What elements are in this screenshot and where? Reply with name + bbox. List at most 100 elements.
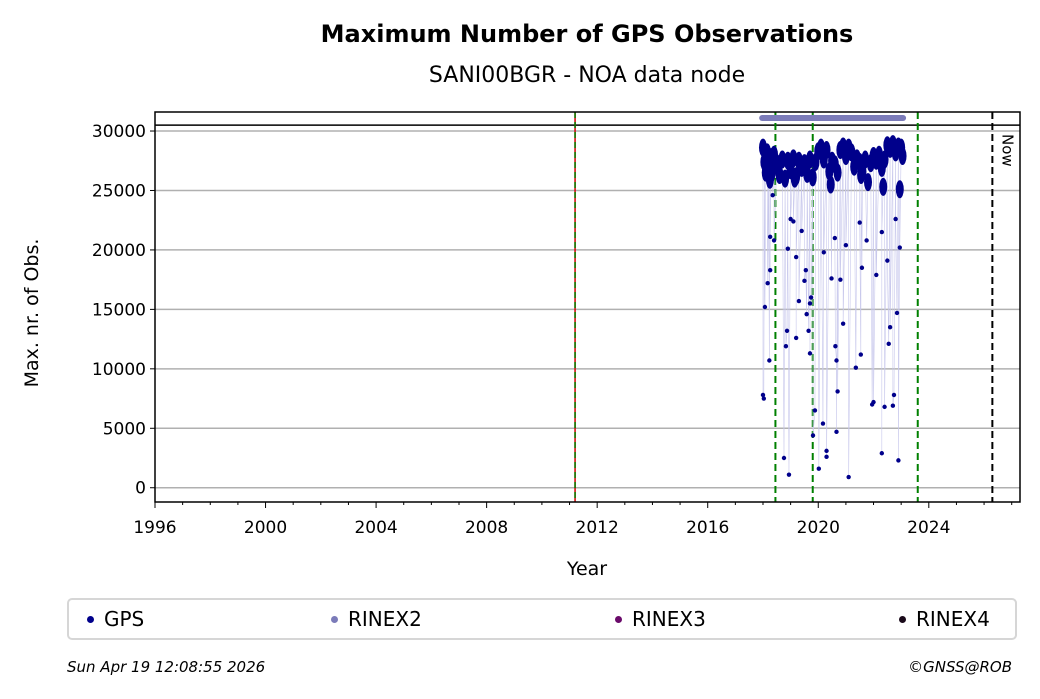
gps-point bbox=[802, 278, 807, 284]
legend-label: RINEX4 bbox=[916, 607, 990, 631]
gps-point bbox=[864, 238, 869, 243]
legend-item-rinex4: RINEX4 bbox=[899, 607, 990, 631]
gps-point bbox=[761, 396, 767, 401]
x-tick-label: 2000 bbox=[244, 518, 287, 538]
gps-point bbox=[786, 472, 792, 477]
gps-point bbox=[767, 234, 773, 240]
gps-point bbox=[771, 238, 777, 243]
gps-point bbox=[810, 433, 816, 438]
gps-point bbox=[886, 341, 891, 347]
gps-point bbox=[762, 304, 768, 310]
gps-point-cluster bbox=[864, 173, 873, 192]
gps-point bbox=[812, 408, 818, 413]
rinex2-marker-icon bbox=[331, 615, 338, 623]
copyright: ©GNSS@ROB bbox=[908, 658, 1012, 676]
plot-frame bbox=[154, 111, 1021, 503]
x-tick-label: 2020 bbox=[797, 518, 840, 538]
gps-point bbox=[829, 276, 834, 281]
gps-point bbox=[874, 272, 879, 278]
legend-item-rinex3: RINEX3 bbox=[615, 607, 706, 631]
gps-point bbox=[840, 321, 846, 326]
timestamp: Sun Apr 19 12:08:55 2026 bbox=[67, 658, 266, 676]
gps-point bbox=[843, 242, 849, 248]
legend-label: RINEX3 bbox=[632, 607, 706, 631]
gps-point-cluster bbox=[857, 166, 866, 185]
gps-point bbox=[853, 365, 859, 370]
gps-point bbox=[879, 229, 885, 235]
gps-point bbox=[896, 458, 901, 463]
gps-point bbox=[799, 228, 804, 234]
y-tick-label: 10000 bbox=[92, 360, 146, 380]
gps-point-cluster bbox=[826, 175, 835, 194]
gps-point bbox=[832, 235, 838, 241]
gps-point-cluster bbox=[808, 168, 817, 187]
gps-point bbox=[882, 404, 887, 410]
gps-point bbox=[893, 216, 898, 222]
legend-item-rinex2: RINEX2 bbox=[331, 607, 422, 631]
y-tick-label: 0 bbox=[135, 479, 146, 499]
gps-point bbox=[816, 466, 822, 471]
gps-point bbox=[838, 277, 843, 282]
legend-label: GPS bbox=[104, 607, 145, 631]
x-tick-label: 2012 bbox=[576, 518, 619, 538]
gps-point bbox=[835, 389, 840, 394]
gps-point bbox=[879, 451, 885, 456]
legend-item-gps: GPS bbox=[87, 607, 144, 631]
gps-point bbox=[785, 246, 791, 251]
gps-point bbox=[767, 267, 773, 273]
gps-point-cluster bbox=[879, 177, 888, 196]
gps-point-cluster bbox=[833, 163, 842, 182]
gps-point bbox=[796, 298, 802, 304]
gps-point bbox=[807, 301, 813, 306]
x-axis-label: Year bbox=[566, 558, 607, 580]
x-tick-label: 1996 bbox=[133, 518, 176, 538]
x-tick-label: 2024 bbox=[907, 518, 950, 538]
gps-point-cluster bbox=[767, 164, 776, 183]
gps-point bbox=[784, 328, 790, 333]
y-tick-label: 30000 bbox=[92, 122, 146, 142]
y-tick-label: 15000 bbox=[92, 300, 146, 320]
gps-point bbox=[890, 403, 896, 408]
gps-point bbox=[859, 265, 865, 270]
gps-point-cluster bbox=[822, 141, 831, 160]
x-tick-label: 2004 bbox=[354, 518, 397, 538]
gps-point bbox=[783, 344, 789, 349]
gps-marker-icon bbox=[87, 615, 94, 623]
chart-subtitle: SANI00BGR - NOA data node bbox=[429, 63, 745, 88]
gps-point bbox=[885, 258, 890, 263]
gps-point bbox=[820, 421, 826, 426]
gps-point bbox=[891, 392, 897, 398]
x-tick-label: 2016 bbox=[686, 518, 729, 538]
y-tick-label: 20000 bbox=[92, 241, 146, 261]
y-tick-label: 5000 bbox=[103, 419, 146, 439]
gps-point bbox=[806, 328, 811, 333]
gps-point bbox=[887, 325, 893, 330]
x-tick-label: 2008 bbox=[465, 518, 508, 538]
gps-point bbox=[824, 454, 829, 460]
y-tick-label: 25000 bbox=[92, 181, 146, 201]
gps-point-cluster bbox=[895, 180, 904, 199]
gps-point bbox=[804, 311, 809, 317]
gps-point bbox=[857, 220, 862, 225]
gps-point bbox=[834, 429, 839, 435]
gps-point bbox=[791, 219, 796, 224]
now-label: Now bbox=[998, 134, 1016, 167]
gps-point bbox=[834, 358, 839, 363]
gps-point bbox=[760, 392, 766, 398]
gps-point-cluster bbox=[790, 169, 799, 188]
rinex3-marker-icon bbox=[615, 615, 622, 623]
gps-point bbox=[793, 335, 799, 341]
chart-title: Maximum Number of GPS Observations bbox=[321, 20, 854, 48]
y-axis-label: Max. nr. of Obs. bbox=[21, 239, 43, 388]
gps-point bbox=[807, 351, 813, 356]
gps-point bbox=[765, 281, 770, 286]
legend-label: RINEX2 bbox=[348, 607, 422, 631]
legend: GPS RINEX2 RINEX3 RINEX4 bbox=[67, 598, 1017, 640]
gps-point bbox=[846, 474, 851, 480]
gps-point bbox=[824, 448, 829, 454]
gps-point bbox=[821, 250, 826, 255]
rinex4-marker-icon bbox=[899, 615, 906, 623]
gps-point bbox=[894, 310, 900, 316]
gps-point-cluster bbox=[898, 146, 907, 165]
gps-point bbox=[858, 352, 864, 357]
